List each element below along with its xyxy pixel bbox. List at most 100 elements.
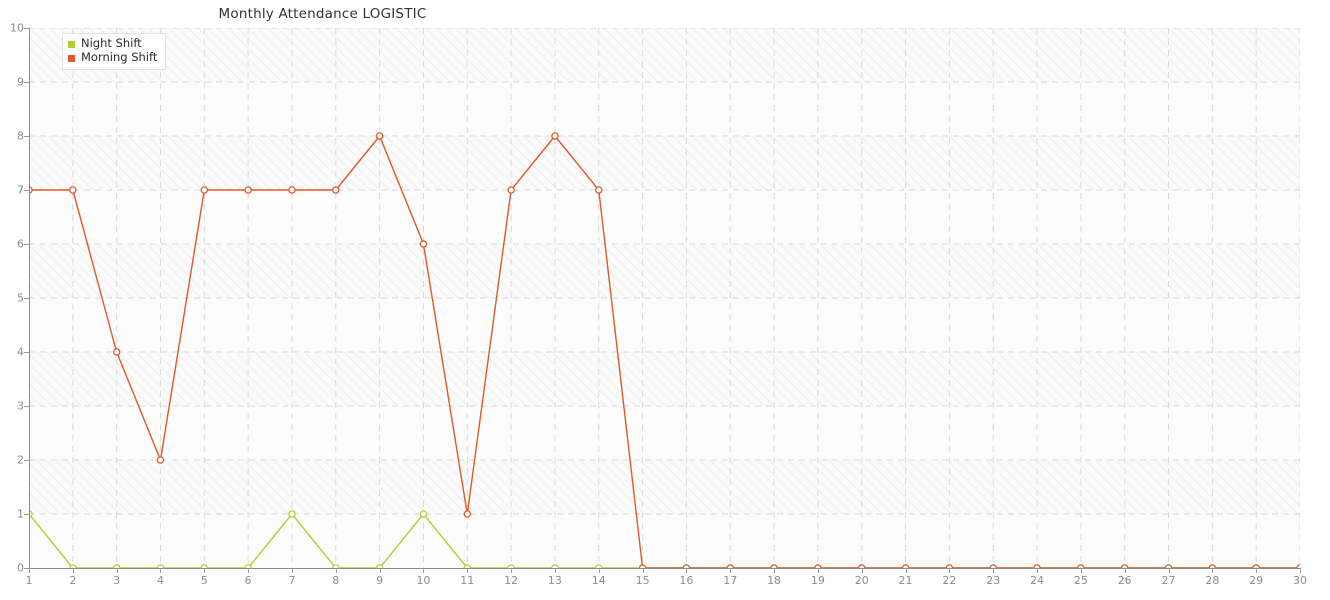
data-point-marker[interactable]	[112, 564, 121, 568]
x-tick-label: 22	[942, 574, 957, 587]
data-point-marker[interactable]	[945, 564, 954, 568]
data-point-marker[interactable]	[638, 564, 647, 568]
x-tick-mark	[730, 568, 732, 573]
legend-swatch-icon	[68, 40, 75, 48]
data-point-marker[interactable]	[200, 564, 209, 568]
x-tick-label: 19	[810, 574, 825, 587]
data-point-marker[interactable]	[507, 186, 515, 194]
x-tick-label: 24	[1030, 574, 1045, 587]
y-axis-tick-marks	[0, 28, 29, 569]
y-tick-label: 0	[17, 561, 24, 575]
x-tick-label: 3	[113, 574, 121, 587]
y-axis-tick-labels: 0 1 2 3 4 5 6 7 8 9 10	[0, 22, 24, 575]
x-tick-label: 28	[1205, 574, 1220, 587]
x-tick-mark	[467, 568, 469, 573]
data-point-marker[interactable]	[1033, 564, 1041, 568]
data-point-marker[interactable]	[69, 564, 77, 568]
data-point-marker[interactable]	[288, 510, 296, 518]
data-point-marker[interactable]	[682, 564, 691, 568]
data-point-marker[interactable]	[419, 240, 428, 248]
data-point-marker[interactable]	[156, 564, 165, 568]
data-point-marker[interactable]	[244, 186, 252, 194]
data-point-marker[interactable]	[595, 564, 603, 568]
data-point-marker[interactable]	[814, 564, 822, 568]
x-tick-mark	[598, 568, 600, 573]
data-point-marker[interactable]	[857, 564, 866, 568]
y-tick-label: 9	[17, 75, 24, 89]
x-tick-mark	[1124, 568, 1126, 573]
x-tick-mark	[642, 568, 644, 573]
data-point-marker[interactable]	[726, 564, 734, 568]
x-tick-mark	[817, 568, 819, 573]
data-point-marker[interactable]	[989, 564, 997, 568]
x-tick-label: 10	[416, 574, 431, 587]
x-tick-label: 5	[200, 574, 208, 587]
data-point-marker[interactable]	[69, 186, 77, 194]
data-point-marker[interactable]	[1164, 564, 1173, 568]
data-point-marker[interactable]	[1208, 564, 1217, 568]
x-tick-mark	[204, 568, 206, 573]
data-point-marker[interactable]	[156, 456, 165, 464]
x-tick-mark	[905, 568, 907, 573]
x-tick-label: 23	[986, 574, 1001, 587]
data-point-marker[interactable]	[595, 186, 603, 194]
x-tick-label: 15	[635, 574, 650, 587]
data-point-marker[interactable]	[1296, 564, 1300, 568]
plot-area	[29, 28, 1300, 568]
data-point-marker[interactable]	[112, 348, 121, 356]
x-tick-mark	[554, 568, 556, 573]
x-tick-label: 13	[547, 574, 562, 587]
y-tick-mark	[24, 28, 29, 29]
y-tick-label: 5	[17, 291, 24, 305]
y-tick-mark	[24, 568, 29, 569]
x-tick-label: 11	[460, 574, 475, 587]
data-point-marker[interactable]	[551, 132, 559, 140]
series-2	[29, 132, 1300, 568]
series-line	[29, 134, 1300, 568]
y-tick-label: 8	[17, 129, 24, 143]
data-point-marker[interactable]	[288, 186, 296, 194]
data-point-marker[interactable]	[244, 564, 252, 568]
x-tick-label: 16	[679, 574, 694, 587]
y-axis-line	[29, 28, 30, 569]
data-point-marker[interactable]	[332, 186, 340, 194]
data-point-marker[interactable]	[1252, 564, 1260, 568]
legend-item[interactable]: Morning Shift	[68, 51, 157, 65]
y-tick-mark	[24, 298, 29, 299]
x-tick-mark	[29, 568, 30, 573]
x-tick-mark	[1256, 568, 1258, 573]
gridlines	[29, 28, 1300, 568]
legend-item[interactable]: Night Shift	[68, 37, 157, 51]
data-point-marker[interactable]	[1120, 564, 1129, 568]
data-point-marker[interactable]	[463, 510, 472, 518]
y-tick-mark	[24, 244, 29, 245]
x-tick-mark	[1037, 568, 1039, 573]
series-layer	[29, 132, 1300, 568]
y-tick-mark	[24, 406, 29, 407]
data-point-marker[interactable]	[200, 186, 209, 194]
y-tick-mark	[24, 190, 29, 191]
y-tick-mark	[24, 460, 29, 461]
legend[interactable]: Night Shift Morning Shift	[62, 33, 167, 70]
legend-item-label: Night Shift	[81, 36, 142, 51]
legend-item-label: Morning Shift	[81, 50, 158, 65]
y-tick-label: 6	[17, 237, 24, 251]
x-tick-mark	[116, 568, 118, 573]
y-tick-label: 3	[17, 399, 24, 413]
data-point-marker[interactable]	[332, 564, 340, 568]
x-tick-mark	[1300, 568, 1301, 573]
data-point-marker[interactable]	[770, 564, 778, 568]
data-point-marker[interactable]	[463, 564, 472, 568]
x-tick-label: 1	[25, 574, 33, 587]
x-tick-label: 4	[156, 574, 164, 587]
data-point-marker[interactable]	[419, 510, 428, 518]
y-tick-mark	[24, 82, 29, 83]
data-point-marker[interactable]	[375, 564, 384, 568]
data-point-marker[interactable]	[1077, 564, 1085, 568]
data-point-marker[interactable]	[901, 564, 910, 568]
data-point-marker[interactable]	[375, 132, 384, 140]
data-point-marker[interactable]	[507, 564, 515, 568]
data-point-marker[interactable]	[551, 564, 559, 568]
x-tick-mark	[993, 568, 995, 573]
